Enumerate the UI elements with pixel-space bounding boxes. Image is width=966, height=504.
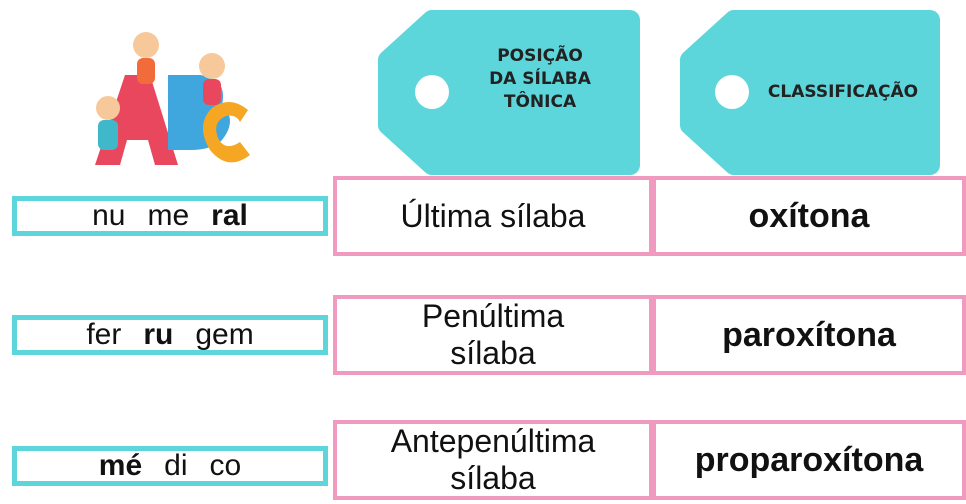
header-line: CLASSIFICAÇÃO (767, 82, 919, 102)
classification-cell: oxítona (652, 176, 966, 256)
syllable: gem (195, 318, 254, 351)
position-cell: Última sílaba (333, 176, 653, 256)
position-text: Penúltima sílaba (421, 298, 565, 371)
syllable: me (147, 199, 190, 232)
syllable: di (164, 449, 188, 482)
position-text: Última sílaba (400, 197, 586, 234)
position-text: Antepenúltima sílaba (390, 423, 596, 496)
syllable: ral (211, 199, 248, 232)
syllable-box: nu me ral (12, 196, 328, 236)
classification-text: paroxítona (722, 315, 896, 354)
header-line: POSIÇÃO (497, 46, 583, 66)
classification-cell: paroxítona (652, 295, 966, 375)
classification-text: oxítona (748, 196, 870, 235)
position-cell: Antepenúltima sílaba (333, 420, 653, 500)
classification-cell: proparoxítona (652, 420, 966, 500)
header-line: DA SÍLABA (489, 68, 591, 89)
classification-text: proparoxítona (694, 440, 924, 479)
syllable: ru (143, 318, 174, 351)
syllable-box: fer ru gem (12, 315, 328, 355)
header-tag (680, 10, 940, 175)
syllable: fer (86, 318, 122, 351)
abc-illustration (95, 32, 250, 165)
syllable: mé (98, 449, 143, 482)
position-cell: Penúltima sílaba (333, 295, 653, 375)
syllable: nu (92, 199, 126, 232)
syllable-box: mé di co (12, 446, 328, 486)
header-label: CLASSIFICAÇÃO (748, 81, 938, 104)
header-tag (378, 10, 640, 175)
syllable: co (209, 449, 242, 482)
header-line: TÔNICA (503, 91, 577, 112)
header-label: POSIÇÃO DA SÍLABA TÔNICA (450, 45, 630, 114)
